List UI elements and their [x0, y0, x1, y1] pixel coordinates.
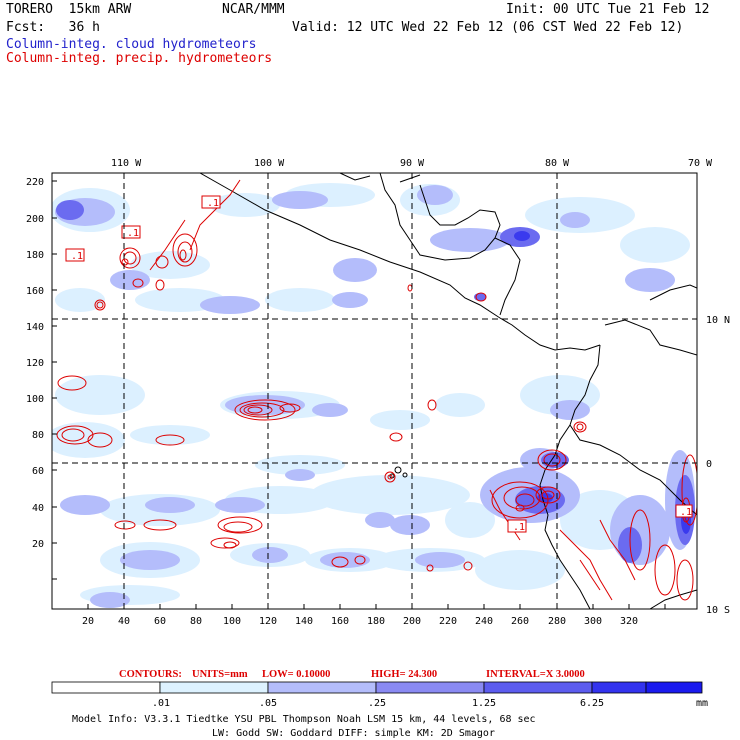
- y-tick-label: 80: [32, 430, 44, 441]
- x-tick-label: 20: [82, 616, 94, 627]
- y-tick-label: 100: [26, 394, 44, 405]
- colorbar-label: .01: [152, 698, 170, 709]
- init-time: Init: 00 UTC Tue 21 Feb 12: [506, 2, 710, 17]
- lon-label: 100 W: [254, 158, 285, 169]
- contour-label-box: [121, 225, 141, 239]
- contour-label: .1: [513, 522, 525, 533]
- x-tick-label: 140: [295, 616, 313, 627]
- colorbar-label: 1.25: [472, 698, 496, 709]
- x-tick-label: 160: [331, 616, 349, 627]
- axis-ticks: [52, 180, 666, 609]
- contour-label-group: .1 .1 .1 .1 .1: [65, 195, 693, 533]
- contour-units: UNITS=mm: [192, 669, 248, 680]
- legend-precip: Column-integ. precip. hydrometeors: [6, 51, 273, 66]
- contour-label: .1: [680, 507, 692, 518]
- lon-label: 90 W: [400, 158, 425, 169]
- colorbar-label: .05: [259, 698, 277, 709]
- coastline: [199, 173, 697, 609]
- lon-label: 70 W: [688, 158, 713, 169]
- y-tick-label: 180: [26, 250, 44, 261]
- colorbar-bin: [375, 681, 485, 694]
- colorbar-unit: mm: [696, 698, 708, 709]
- x-tick-label: 40: [118, 616, 130, 627]
- precip-contours: [56, 179, 697, 601]
- x-tick-label: 300: [584, 616, 602, 627]
- y-tick-labels: 220 200 180 160 140 120 100 80 60 40 20: [26, 177, 44, 550]
- contour-label: .1: [71, 251, 83, 262]
- y-tick-label: 160: [26, 286, 44, 297]
- contour-info: CONTOURS: UNITS=mm LOW= 0.10000 HIGH= 24…: [119, 669, 585, 680]
- y-tick-label: 220: [26, 177, 44, 188]
- map-frame: [51, 172, 698, 610]
- contour-label-box: [65, 248, 85, 262]
- contour-high: HIGH= 24.300: [371, 669, 437, 680]
- contour-info-label: CONTOURS:: [119, 669, 182, 680]
- footer-physics-info: LW: Godd SW: Goddard DIFF: simple KM: 2D…: [212, 728, 495, 739]
- x-tick-label: 100: [223, 616, 241, 627]
- y-tick-label: 60: [32, 466, 44, 477]
- colorbar-bin: [645, 681, 703, 694]
- y-tick-label: 40: [32, 503, 44, 514]
- colorbar-bin: [483, 681, 593, 694]
- x-tick-label: 320: [620, 616, 638, 627]
- x-tick-label: 180: [367, 616, 385, 627]
- x-tick-label: 280: [548, 616, 566, 627]
- x-tick-label: 60: [154, 616, 166, 627]
- lon-label: 80 W: [545, 158, 570, 169]
- valid-time: Valid: 12 UTC Wed 22 Feb 12 (06 CST Wed …: [292, 20, 684, 35]
- colorbar-bin: [159, 681, 269, 694]
- model-name: TORERO 15km ARW: [6, 2, 132, 17]
- y-tick-label: 120: [26, 358, 44, 369]
- x-tick-label: 200: [403, 616, 421, 627]
- center-name: NCAR/MMM: [222, 2, 285, 17]
- colorbar-label: .25: [368, 698, 386, 709]
- contour-low: LOW= 0.10000: [262, 669, 330, 680]
- colorbar-label: 6.25: [580, 698, 604, 709]
- colorbar-bin: [591, 681, 647, 694]
- colorbar-bin: [267, 681, 377, 694]
- lon-label: 110 W: [111, 158, 142, 169]
- lat-label: 10 N: [706, 315, 730, 326]
- contour-interval: INTERVAL=X 3.0000: [486, 669, 585, 680]
- x-tick-label: 240: [475, 616, 493, 627]
- lat-label: 10 S: [706, 605, 730, 616]
- contour-label: .1: [207, 198, 219, 209]
- colorbar-bin: [51, 681, 161, 694]
- contour-label-box: [201, 195, 221, 209]
- contour-label-box: [507, 519, 527, 533]
- legend-cloud: Column-integ. cloud hydrometeors: [6, 37, 257, 52]
- y-tick-label: 20: [32, 539, 44, 550]
- y-tick-label: 200: [26, 214, 44, 225]
- contour-label: .1: [127, 228, 139, 239]
- footer-model-info: Model Info: V3.3.1 Tiedtke YSU PBL Thomp…: [72, 714, 536, 725]
- x-tick-label: 220: [439, 616, 457, 627]
- graticule: [52, 173, 697, 609]
- contour-label-box: [675, 504, 693, 518]
- cloud-shading: [52, 183, 695, 608]
- x-tick-label: 80: [190, 616, 202, 627]
- forecast-hour: Fcst: 36 h: [6, 20, 100, 35]
- x-tick-labels: 20 40 60 80 100 120 140 160 180 200 220 …: [82, 616, 638, 627]
- x-tick-label: 120: [259, 616, 277, 627]
- colorbar: .01 .05 .25 1.25 6.25 mm: [51, 681, 708, 709]
- lat-label: 0: [706, 459, 712, 470]
- x-tick-label: 260: [511, 616, 529, 627]
- y-tick-label: 140: [26, 322, 44, 333]
